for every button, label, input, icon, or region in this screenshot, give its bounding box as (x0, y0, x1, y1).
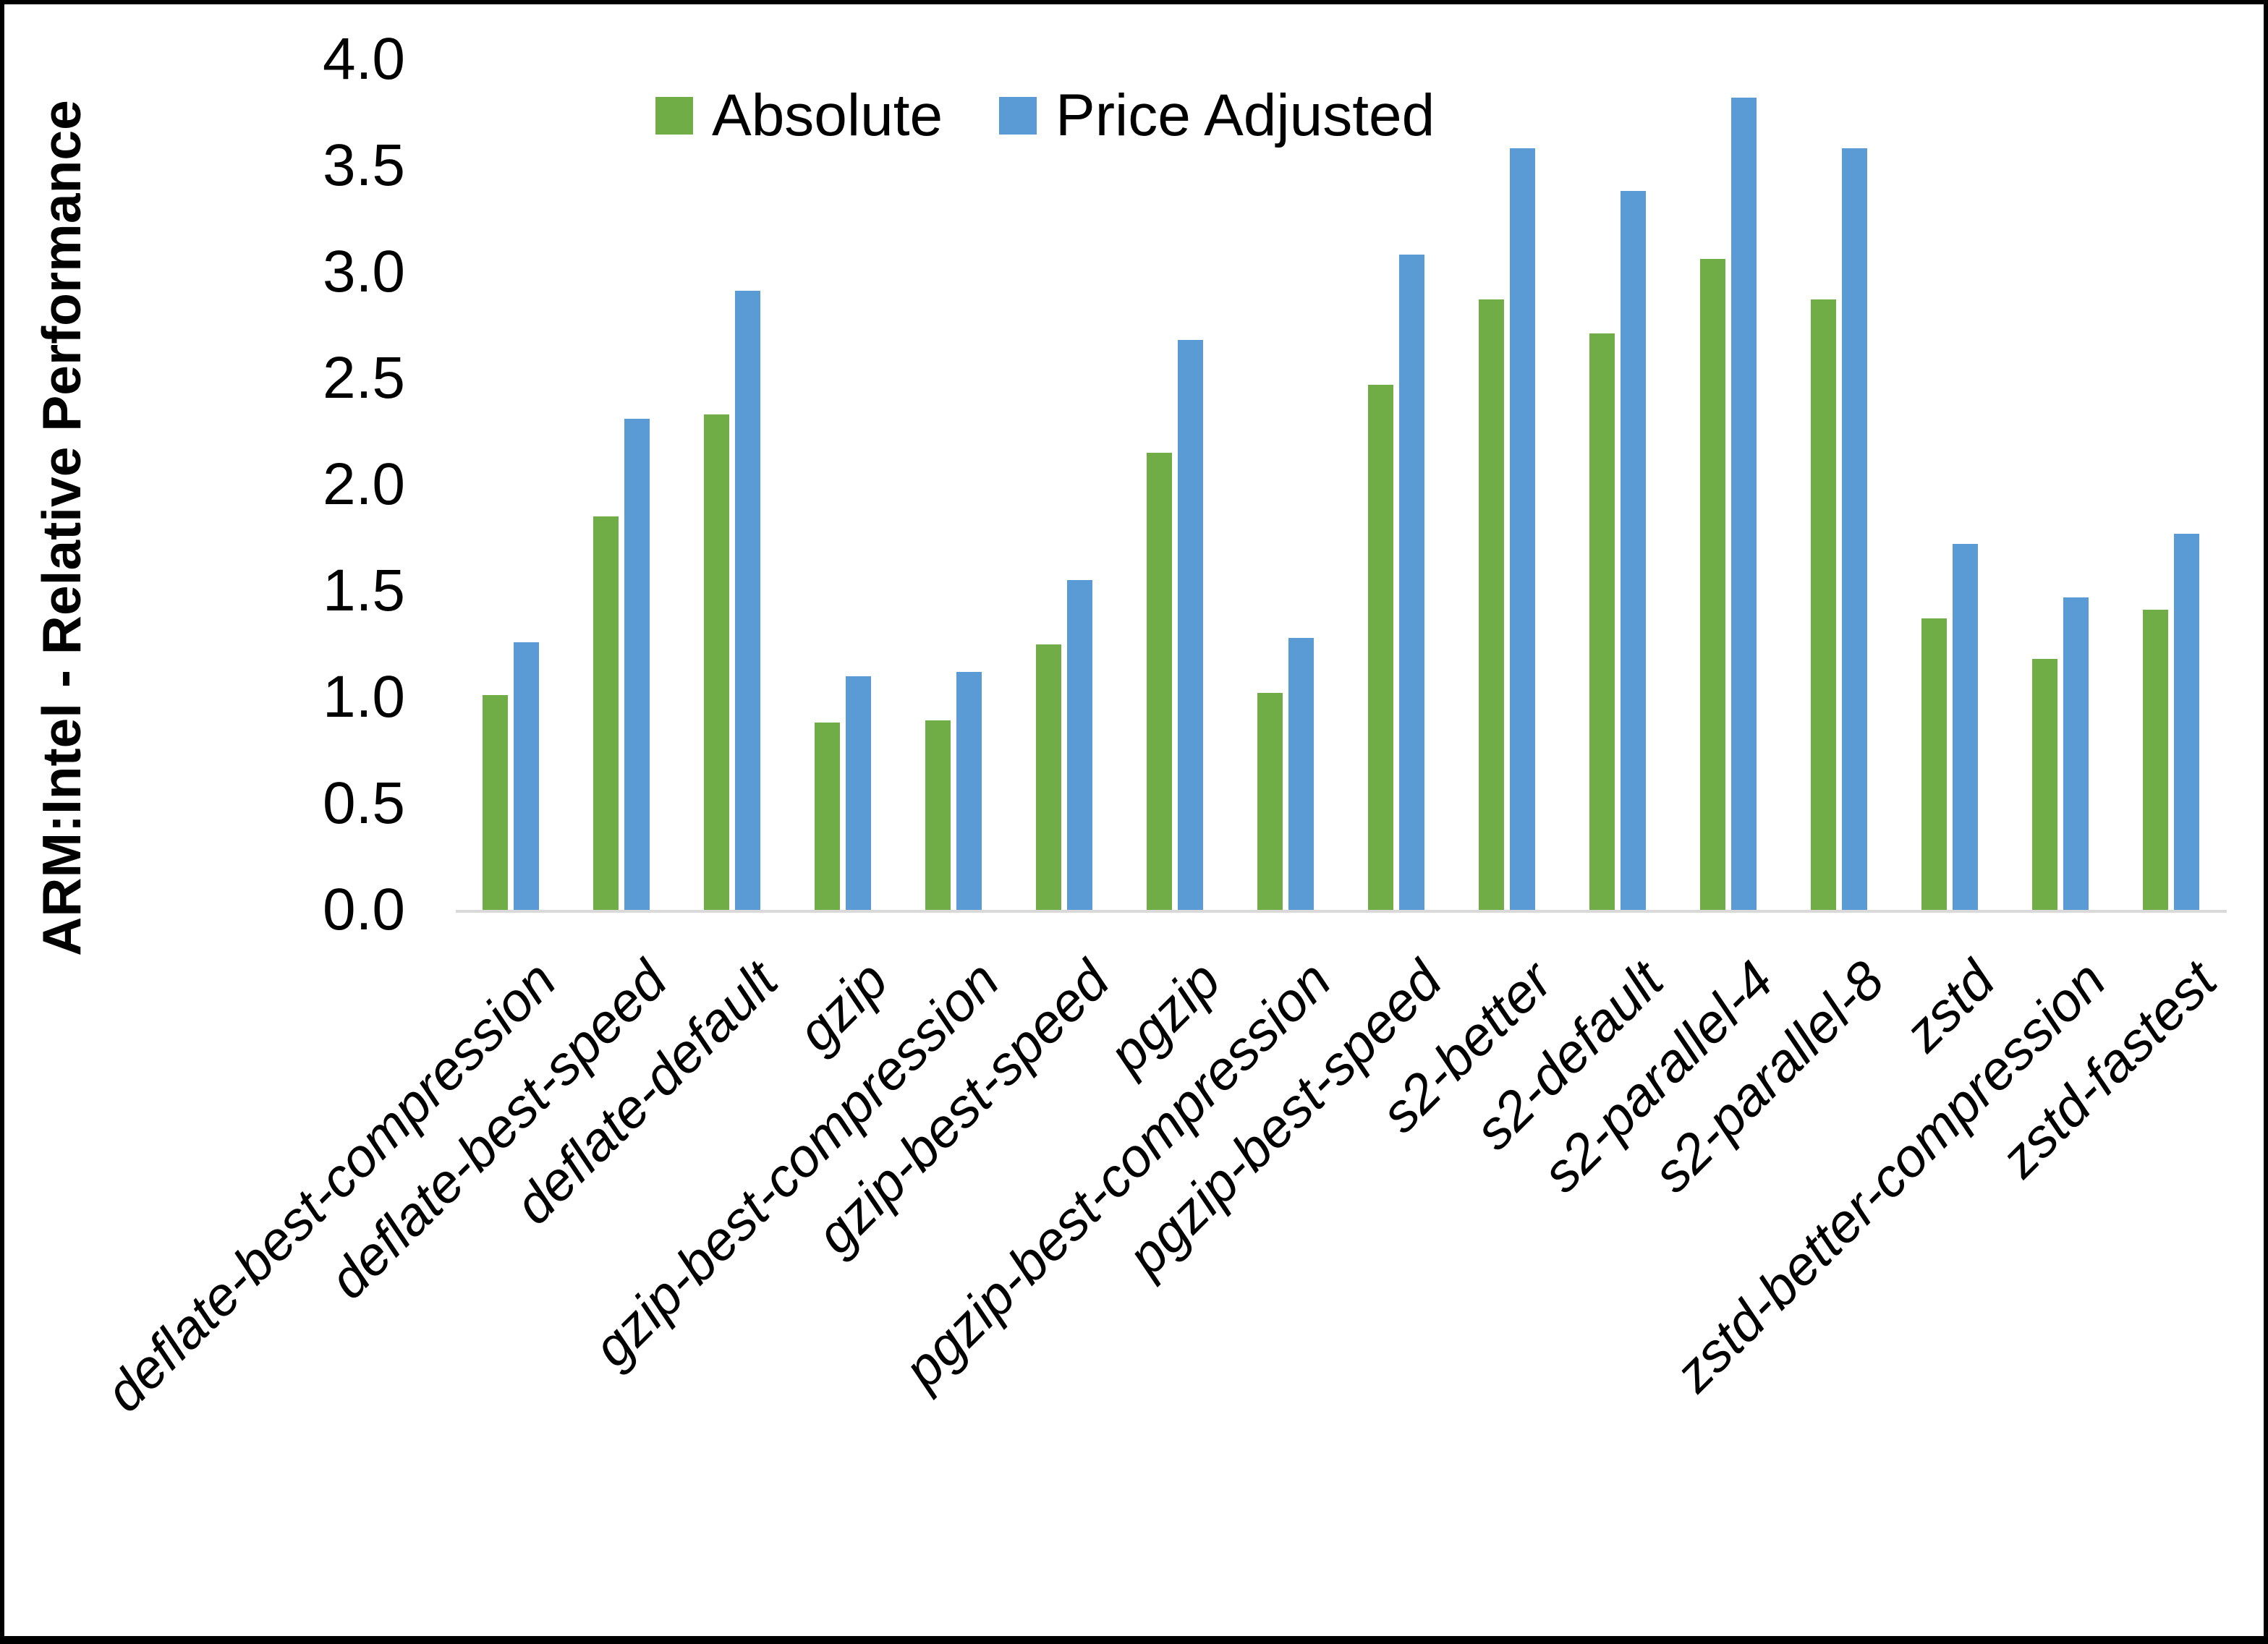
bar-price-adjusted (514, 642, 539, 910)
y-tick-label: 0.5 (323, 770, 405, 836)
bar-absolute (2143, 610, 2168, 910)
bar-price-adjusted (2174, 533, 2199, 910)
legend-label-absolute: Absolute (712, 82, 943, 148)
y-tick-label: 1.5 (323, 558, 405, 623)
bar-absolute (1147, 452, 1172, 910)
y-tick-label: 2.0 (323, 451, 405, 517)
bar-price-adjusted (956, 671, 982, 910)
bar-absolute (1257, 693, 1283, 910)
bar-price-adjusted (1178, 340, 1203, 910)
bar-absolute (1036, 644, 1061, 910)
bar-absolute (1811, 299, 1836, 910)
legend-item-price-adjusted: Price Adjusted (999, 82, 1435, 148)
bar-price-adjusted (1510, 148, 1535, 910)
bar-price-adjusted (2063, 597, 2089, 910)
y-tick-label: 4.0 (323, 26, 405, 92)
bar-price-adjusted (1067, 580, 1092, 910)
bar-price-adjusted (735, 291, 760, 910)
y-tick-label: 0.0 (323, 877, 405, 942)
bar-absolute (593, 516, 619, 910)
bar-absolute (1921, 618, 1947, 910)
bar-price-adjusted (1399, 255, 1424, 910)
legend-label-price-adjusted: Price Adjusted (1056, 82, 1435, 148)
bar-absolute (1700, 259, 1725, 910)
bar-absolute (1589, 333, 1615, 910)
bar-price-adjusted (846, 676, 871, 910)
y-tick-label: 3.5 (323, 132, 405, 198)
bar-absolute (704, 414, 729, 910)
bar-absolute (1368, 384, 1393, 910)
bar-absolute (925, 720, 951, 910)
bar-absolute (2032, 659, 2057, 910)
bar-price-adjusted (1842, 148, 1867, 910)
bar-price-adjusted (1953, 544, 1978, 910)
x-category-label: deflate-best-compression (93, 949, 568, 1423)
bar-absolute (815, 723, 840, 910)
x-axis-line (456, 910, 2227, 913)
bar-price-adjusted (624, 418, 650, 910)
legend-swatch-price-adjusted-icon (999, 97, 1037, 135)
bar-price-adjusted (1621, 191, 1646, 910)
legend-item-absolute: Absolute (655, 82, 943, 148)
y-axis-title: ARM:Intel - Relative Performance (31, 100, 92, 956)
bar-absolute (1479, 299, 1504, 910)
bar-price-adjusted (1288, 637, 1314, 910)
bar-absolute (483, 695, 508, 910)
y-tick-label: 2.5 (323, 345, 405, 411)
bar-price-adjusted (1731, 97, 1757, 910)
y-tick-label: 3.0 (323, 239, 405, 304)
y-tick-label: 1.0 (323, 664, 405, 730)
legend-swatch-absolute-icon (655, 97, 693, 135)
